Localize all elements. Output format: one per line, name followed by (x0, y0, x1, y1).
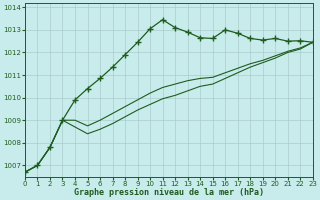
X-axis label: Graphe pression niveau de la mer (hPa): Graphe pression niveau de la mer (hPa) (74, 188, 264, 197)
